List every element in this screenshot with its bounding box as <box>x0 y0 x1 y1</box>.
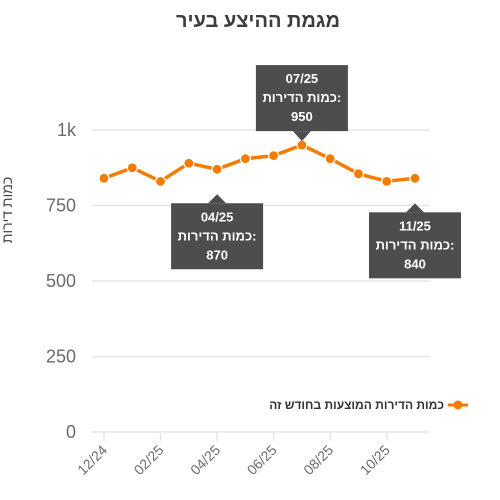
series-line-0 <box>102 143 417 184</box>
y-tick-label-1k: 1k <box>57 120 77 140</box>
callout-value: 870 <box>206 247 228 262</box>
y-tick-label-250: 250 <box>46 347 76 367</box>
x-tick-label-02/25: 02/25 <box>131 442 167 478</box>
callout-label: כמות הדירות: <box>262 90 341 105</box>
callout-value: 840 <box>404 256 426 271</box>
grid-lines <box>92 129 430 441</box>
x-axis-ticks: 12/24 02/25 04/25 06/25 08/25 10/25 <box>74 442 393 478</box>
y-axis-ticks: 0 250 500 750 1k <box>46 120 77 442</box>
chart-title: מגמת ההיצע בעיר <box>176 10 340 32</box>
callout-date: 11/25 <box>399 218 431 233</box>
callout-date: 04/25 <box>201 209 234 224</box>
callout-07/25: 07/25 כמות הדירות: 950 <box>255 65 348 142</box>
legend[interactable]: כמות הדירות המוצעות בחודש זה <box>269 398 468 412</box>
annotations: 07/25 כמות הדירות: 950 04/25 כמות הדירות: 870… <box>171 65 461 279</box>
x-tick-label-08/25: 08/25 <box>300 442 336 478</box>
data-point-01/25 <box>126 162 138 174</box>
callout-date: 07/25 <box>286 71 319 86</box>
data-point-06/25 <box>268 150 280 162</box>
callout-box <box>255 65 348 132</box>
legend-label: כמות הדירות המוצעות בחודש זה <box>269 398 444 412</box>
data-point-10/25 <box>381 175 393 187</box>
callout-04/25: 04/25 כמות הדירות: 870 <box>171 194 264 270</box>
y-tick-label-0: 0 <box>66 422 76 442</box>
data-point-09/25 <box>352 168 365 180</box>
callout-11/25: 11/25 כמות הדירות: 840 <box>369 203 461 279</box>
data-point-07/25 <box>296 139 308 151</box>
callout-label: כמות הדירות: <box>376 237 455 252</box>
y-axis-label: כמות דירות <box>0 177 15 243</box>
callout-label: כמות הדירות: <box>178 228 257 243</box>
y-tick-label-500: 500 <box>46 271 76 291</box>
x-tick-label-12/24: 12/24 <box>74 442 110 478</box>
data-point-02/25 <box>154 175 167 187</box>
legend-point-marker <box>453 400 463 410</box>
data-point-05/25 <box>239 153 251 165</box>
data-point-04/25 <box>211 163 223 175</box>
data-point-08/25 <box>324 153 336 165</box>
data-point-03/25 <box>183 157 195 169</box>
data-point-12/24 <box>98 172 110 184</box>
x-tick-label-06/25: 06/25 <box>244 442 280 478</box>
callout-pointer <box>208 194 227 204</box>
x-tick-label-10/25: 10/25 <box>357 442 393 478</box>
y-tick-label-750: 750 <box>46 196 76 216</box>
callout-pointer <box>292 131 311 142</box>
x-tick-label-04/25: 04/25 <box>187 442 223 478</box>
callout-box <box>171 203 264 270</box>
callout-pointer <box>406 203 424 213</box>
callout-value: 950 <box>291 109 313 124</box>
series-plot <box>98 139 421 187</box>
callout-box <box>369 212 461 279</box>
data-point-11/25 <box>409 172 421 184</box>
